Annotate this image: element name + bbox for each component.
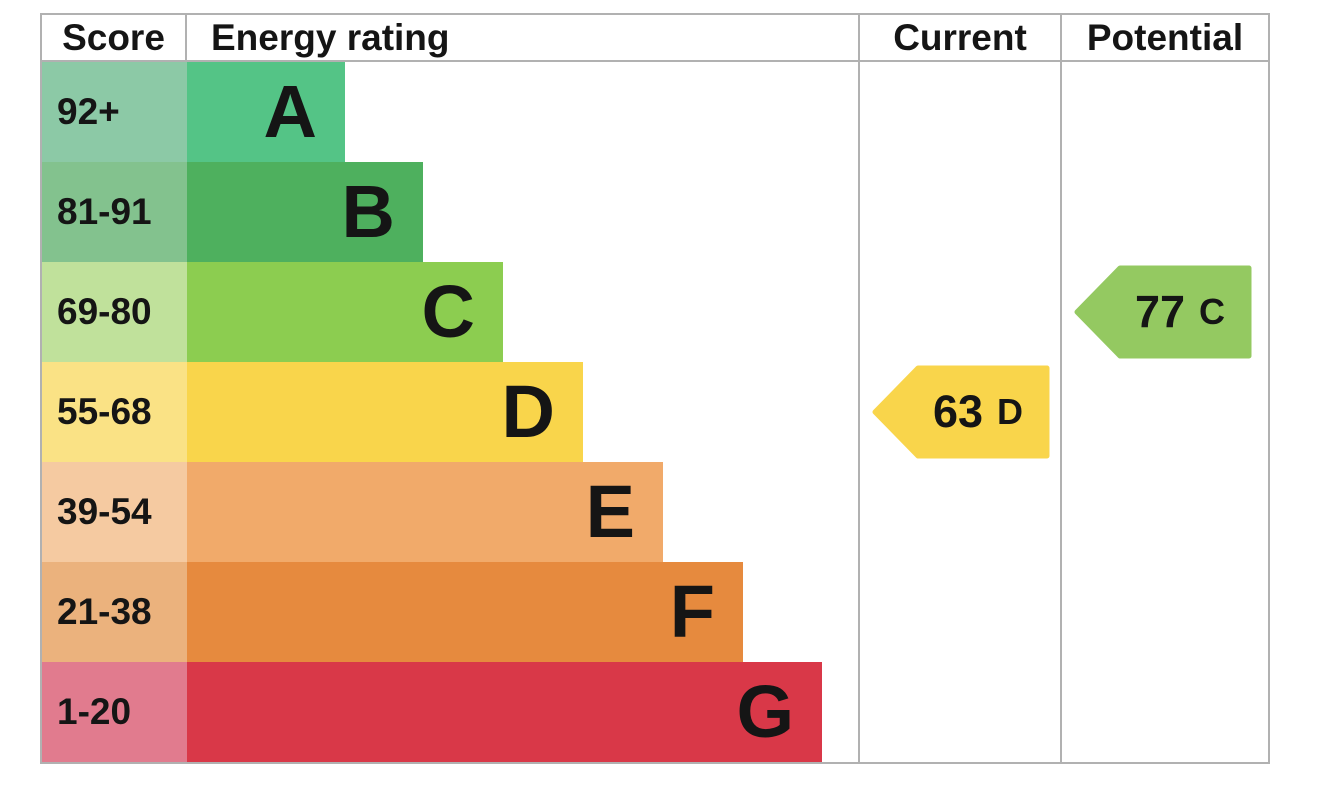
- score-range-b: 81-91: [42, 162, 187, 262]
- rating-bar-c: C: [187, 262, 503, 362]
- band-letter-b: B: [341, 170, 395, 253]
- rating-bar-b: B: [187, 162, 423, 262]
- score-range-d: 55-68: [42, 362, 187, 462]
- band-letter-a: A: [263, 70, 317, 153]
- energy-rating-header: Energy rating: [211, 16, 450, 58]
- band-row-a: 92+ A: [42, 62, 858, 162]
- potential-score-value: 77: [1134, 286, 1186, 337]
- band-row-d: 55-68 D: [42, 362, 858, 462]
- score-range-g: 1-20: [42, 662, 187, 762]
- band-row-f: 21-38 F: [42, 562, 858, 662]
- potential-column: Potential 77 C: [1060, 15, 1268, 762]
- potential-band-letter: C: [1199, 291, 1226, 332]
- bands-container: 92+ A 81-91 B 69-80 C 55-68 D 39-54 E 21-38 F 1-20 G: [42, 62, 858, 762]
- current-arrow-shape: [872, 365, 1050, 459]
- rating-bar-f: F: [187, 562, 743, 662]
- current-column-body: 63 D: [860, 62, 1060, 762]
- score-header: Score: [42, 15, 187, 60]
- potential-arrow-shape: [1074, 265, 1252, 359]
- current-column: Current 63 D: [858, 15, 1060, 762]
- potential-arrow-label: 77 C: [1074, 265, 1252, 359]
- rating-table: Score Energy rating 92+ A 81-91 B 69-80 C 55-6…: [40, 13, 1270, 764]
- current-score-value: 63: [932, 386, 984, 437]
- current-header: Current: [860, 15, 1060, 62]
- band-letter-e: E: [585, 470, 635, 553]
- rating-bar-g: G: [187, 662, 822, 762]
- band-letter-g: G: [736, 670, 794, 753]
- band-letter-d: D: [501, 370, 555, 453]
- potential-column-body: 77 C: [1062, 62, 1268, 762]
- score-range-a: 92+: [42, 62, 187, 162]
- band-letter-c: C: [421, 270, 475, 353]
- band-row-g: 1-20 G: [42, 662, 858, 762]
- rating-bar-a: A: [187, 62, 345, 162]
- header-row: Score Energy rating: [42, 15, 858, 62]
- score-range-e: 39-54: [42, 462, 187, 562]
- score-range-c: 69-80: [42, 262, 187, 362]
- rating-bar-e: E: [187, 462, 663, 562]
- score-range-f: 21-38: [42, 562, 187, 662]
- band-row-b: 81-91 B: [42, 162, 858, 262]
- potential-header: Potential: [1062, 15, 1268, 62]
- rating-bar-d: D: [187, 362, 583, 462]
- current-arrow-label: 63 D: [872, 365, 1050, 459]
- band-row-c: 69-80 C: [42, 262, 858, 362]
- band-letter-f: F: [669, 570, 715, 653]
- current-band-letter: D: [997, 391, 1024, 432]
- current-rating-arrow: 63 D: [872, 365, 1050, 459]
- potential-rating-arrow: 77 C: [1074, 265, 1252, 359]
- rating-main-column: Score Energy rating 92+ A 81-91 B 69-80 C 55-6…: [42, 15, 858, 762]
- band-row-e: 39-54 E: [42, 462, 858, 562]
